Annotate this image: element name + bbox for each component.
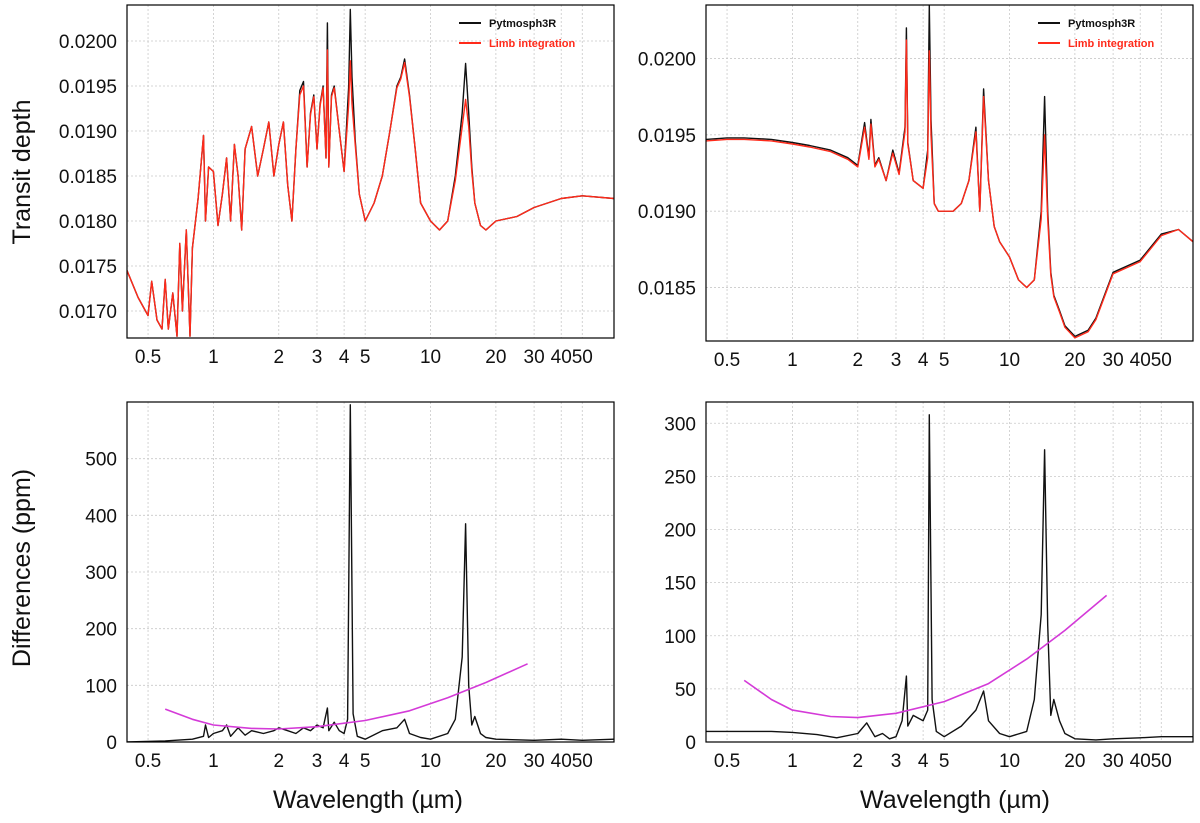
top-right-xtick-7: 20 [1064, 350, 1085, 371]
top-right-ytick-0: 0.0185 [638, 279, 696, 300]
top-left-xtick-8: 30 [524, 347, 545, 368]
bottom-left-xtick-9: 40 [551, 751, 572, 772]
bottom-left-series-differences [127, 404, 614, 742]
bottom-right-ytick-0: 0 [685, 733, 696, 754]
top-left-ytick-0: 0.0170 [59, 302, 117, 323]
bottom-right-ytick-5: 250 [664, 467, 696, 488]
bottom-left-xtick-10: 50 [572, 751, 593, 772]
x-axis-label-right: Wavelength (µm) [860, 786, 1050, 814]
bottom-right-plot-frame [705, 401, 1194, 743]
top-left-xtick-9: 40 [551, 347, 572, 368]
top-left-ytick-4: 0.0190 [59, 122, 117, 143]
top-left-legend-label-pytmosph3r: Pytmosph3R [489, 18, 556, 30]
bottom-left-ytick-3: 300 [85, 563, 117, 584]
top-left-ytick-2: 0.0180 [59, 212, 117, 233]
bottom-right-xtick-8: 30 [1103, 751, 1124, 772]
top-y-axis-label: Transit depth [8, 100, 36, 245]
bottom-right-series-differences [706, 414, 1193, 741]
bottom-left-ytick-4: 400 [85, 506, 117, 527]
top-right-ytick-1: 0.0190 [638, 202, 696, 223]
bottom-right-xtick-6: 10 [999, 751, 1020, 772]
top-left-ytick-3: 0.0185 [59, 167, 117, 188]
top-left-xtick-4: 4 [339, 347, 350, 368]
top-left-xtick-3: 3 [312, 347, 323, 368]
top-left-xtick-5: 5 [360, 347, 371, 368]
top-left-xtick-7: 20 [485, 347, 506, 368]
top-right-xtick-1: 1 [787, 350, 798, 371]
top-left-xtick-10: 50 [572, 347, 593, 368]
bottom-right-series-uncertainty [743, 594, 1108, 719]
bottom-right-xtick-1: 1 [787, 751, 798, 772]
bottom-left-xtick-3: 3 [312, 751, 323, 772]
top-left-ytick-6: 0.0200 [59, 32, 117, 53]
bottom-right-ytick-4: 200 [664, 521, 696, 542]
bottom-right-ytick-2: 100 [664, 627, 696, 648]
bottom-right-xtick-4: 4 [918, 751, 929, 772]
top-right-xtick-9: 40 [1130, 350, 1151, 371]
bottom-left-ytick-5: 500 [85, 450, 117, 471]
bottom-left-xtick-0: 0.5 [135, 751, 161, 772]
top-right-xtick-2: 2 [852, 350, 863, 371]
top-left-xtick-6: 10 [420, 347, 441, 368]
bottom-right-ytick-1: 50 [675, 680, 696, 701]
bottom-left-xtick-1: 1 [208, 751, 219, 772]
bottom-left-xtick-8: 30 [524, 751, 545, 772]
top-right-xtick-3: 3 [891, 350, 902, 371]
bottom-right-xtick-9: 40 [1130, 751, 1151, 772]
chart-top-left: 0.5 1 2 3 4 5 10 20 30 40 50 0.0170 0.0175 0.0180 0.01… [59, 4, 615, 368]
bottom-right-xtick-7: 20 [1064, 751, 1085, 772]
top-right-xtick-4: 4 [918, 350, 929, 371]
top-right-ytick-3: 0.0200 [638, 49, 696, 70]
bottom-right-xtick-0: 0.5 [714, 751, 740, 772]
top-left-ytick-5: 0.0195 [59, 77, 117, 98]
top-right-series-limb-integration [706, 39, 1193, 339]
bottom-left-xtick-2: 2 [273, 751, 284, 772]
bottom-left-xtick-4: 4 [339, 751, 350, 772]
top-right-xtick-8: 30 [1103, 350, 1124, 371]
top-right-legend-label-pytmosph3r: Pytmosph3R [1068, 18, 1135, 30]
bottom-left-plot-frame [126, 401, 615, 743]
bottom-left-xtick-7: 20 [485, 751, 506, 772]
top-left-plot-frame [126, 4, 615, 339]
top-left-xtick-2: 2 [273, 347, 284, 368]
bottom-left-ytick-1: 100 [85, 676, 117, 697]
bottom-left-ytick-0: 0 [106, 733, 117, 754]
top-left-series-limb-integration [127, 49, 614, 337]
top-left-legend-label-limb-integration: Limb integration [489, 38, 575, 50]
top-right-ytick-2: 0.0195 [638, 126, 696, 147]
top-right-legend-label-limb-integration: Limb integration [1068, 38, 1154, 50]
bottom-right-xtick-2: 2 [852, 751, 863, 772]
top-left-xtick-1: 1 [208, 347, 219, 368]
top-right-series-pytmosph3r [706, 5, 1193, 338]
top-left-ytick-1: 0.0175 [59, 257, 117, 278]
top-left-xtick-0: 0.5 [135, 347, 161, 368]
bottom-left-ytick-2: 200 [85, 620, 117, 641]
bottom-left-xtick-5: 5 [360, 751, 371, 772]
bottom-y-axis-label: Differences (ppm) [8, 469, 36, 667]
bottom-right-xtick-3: 3 [891, 751, 902, 772]
bottom-right-ytick-3: 150 [664, 574, 696, 595]
top-right-xtick-10: 50 [1151, 350, 1172, 371]
top-right-plot-frame [705, 4, 1194, 342]
bottom-right-ytick-6: 300 [664, 414, 696, 435]
chart-top-right: 0.5 1 2 3 4 5 10 20 30 40 50 0.0185 0.0190 0.0195 0.02… [638, 4, 1194, 371]
x-axis-label-left: Wavelength (µm) [273, 786, 463, 814]
top-right-xtick-5: 5 [939, 350, 950, 371]
bottom-left-xtick-6: 10 [420, 751, 441, 772]
bottom-right-xtick-10: 50 [1151, 751, 1172, 772]
top-right-xtick-6: 10 [999, 350, 1020, 371]
top-right-xtick-0: 0.5 [714, 350, 740, 371]
bottom-left-series-uncertainty [164, 663, 528, 730]
bottom-right-xtick-5: 5 [939, 751, 950, 772]
